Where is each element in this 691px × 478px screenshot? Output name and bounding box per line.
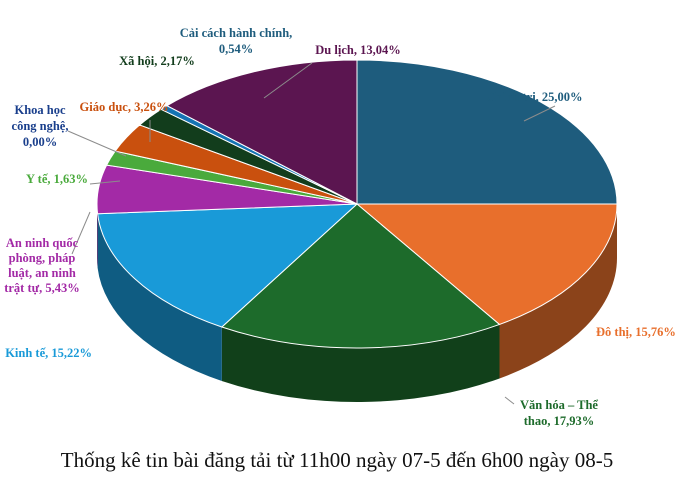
leader-line [504,396,515,405]
data-label-cai-cach-hanh-chinh: Cải cách hành chính, 0,54% [180,26,293,56]
data-labels: Chính trị, 25,00% Đô thị, 15,76% Văn hóa –… [4,26,676,428]
pie-slice-kinh-te [97,203,359,328]
data-label-van-hoa-the-thao: Văn hóa – Thể thao, 17,93% [520,398,598,428]
pie-slice-du-lich [165,59,358,205]
leader-line [523,105,556,122]
data-label-do-thi: Đô thị, 15,76% [596,325,676,339]
data-label-giao-duc: Giáo dục, 3,26% [80,100,169,114]
pie-side-do-thi [499,204,617,379]
data-label-y-te: Y tế, 1,63% [26,172,88,186]
data-label-kinh-te: Kinh tế, 15,22% [5,346,92,360]
pie-side-an-ninh-quoc-phong-phap-luat-an-ninh-trat-tu [97,204,98,268]
leader-line [67,130,127,157]
leader-line [263,62,313,99]
chart-title: Thống kê tin bài đăng tải từ 11h00 ngày … [61,448,613,472]
data-label-chinh-tri: Chính trị, 25,00% [486,90,583,104]
leader-line [71,211,91,255]
pie-slice-do-thi [355,203,618,326]
pie-side-kinh-te [97,213,222,382]
leader-lines [67,62,556,405]
data-label-an-ninh-quoc-phong-phap-luat-an-ninh-trat-tu: An ninh quốc phòng, pháp luật, an ninh trật… [4,236,80,295]
pie-slice-chinh-tri [356,59,618,205]
data-label-khoa-hoc-cong-nghe: Khoa học công nghệ, 0,00% [12,103,69,149]
pie-slice-van-hoa-the-thao [220,203,501,349]
data-label-xa-hoi: Xã hội, 2,17% [119,54,195,68]
leader-line [89,180,121,185]
data-label-du-lich: Du lịch, 13,04% [315,43,400,57]
pie-slices [96,59,618,349]
